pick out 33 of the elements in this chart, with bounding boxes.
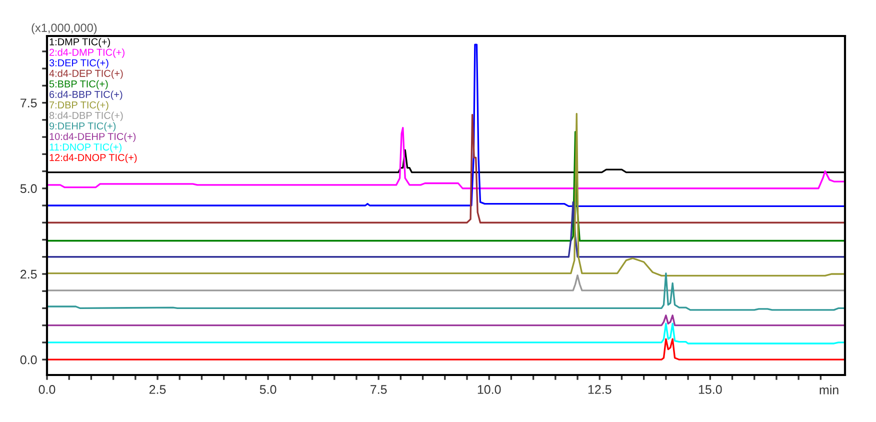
x-tick-label: 10.0 xyxy=(478,385,501,394)
x-tick-label: 15.0 xyxy=(698,385,722,394)
text: 5:BBP TIC(+) xyxy=(49,80,108,90)
text: 4:d4-DEP TIC(+) xyxy=(49,70,123,79)
line-series xyxy=(47,114,845,224)
x-tick-label: 7.5 xyxy=(370,385,387,394)
y-tick-label: 7.5 xyxy=(20,98,37,108)
x-axis-title: min xyxy=(820,385,838,394)
text: 7:DBP TIC(+) xyxy=(50,101,108,110)
line-series xyxy=(47,272,845,311)
text: 2:d4-DMP TIC(+) xyxy=(50,48,124,58)
x-tick-label: 2.5 xyxy=(149,385,166,394)
text: 10:d4-DEHP TIC(+) xyxy=(50,132,136,142)
line-series xyxy=(47,322,845,344)
text: (x1,000,000) xyxy=(32,23,97,34)
text: 12:d4-DNOP TIC(+) xyxy=(50,154,137,164)
text: 9:DEHP TIC(+) xyxy=(49,122,116,132)
x-tick-label: 12.5 xyxy=(588,385,612,394)
line-series xyxy=(47,131,845,242)
line-series xyxy=(47,112,845,277)
text: 3:DEP TIC(+) xyxy=(49,59,108,68)
text: 6:d4-BBP TIC(+) xyxy=(50,90,122,100)
text: 1:DMP TIC(+) xyxy=(50,38,110,48)
line-series xyxy=(47,338,845,360)
x-tick-label: 5.0 xyxy=(260,385,276,394)
text: 8:d4-DBP TIC(+) xyxy=(49,112,123,121)
line-series xyxy=(47,314,845,326)
y-tick-label: 5.0 xyxy=(20,184,37,194)
text: 11:DNOP TIC(+) xyxy=(50,143,122,153)
y-tick-label: 0.0 xyxy=(20,355,37,364)
line-series xyxy=(47,201,845,258)
y-tick-label: 2.5 xyxy=(20,270,37,279)
x-tick-label: 0.0 xyxy=(38,385,56,394)
